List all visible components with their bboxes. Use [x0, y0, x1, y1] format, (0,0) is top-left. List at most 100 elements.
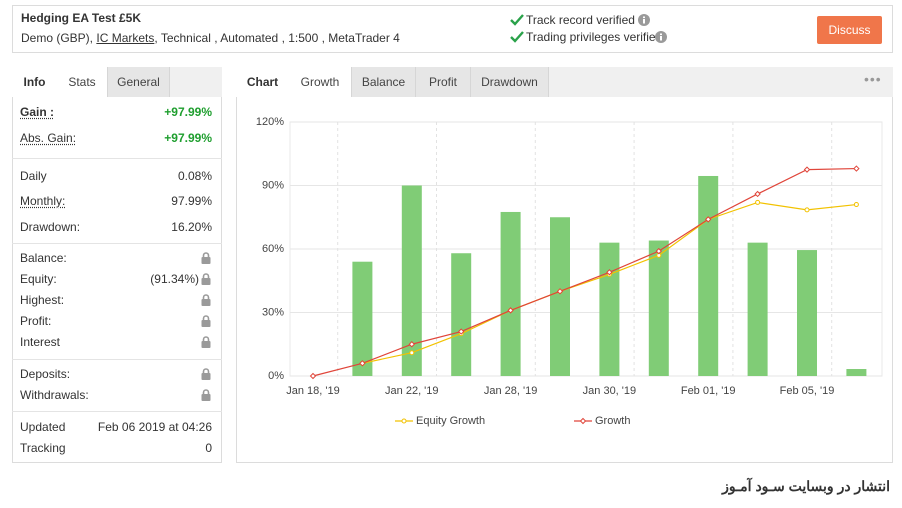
legend-marker — [579, 417, 587, 425]
marker — [804, 207, 810, 213]
tab[interactable]: Stats — [57, 67, 108, 97]
stat-value: +97.99% — [164, 105, 212, 119]
y-tick-label: 120% — [256, 116, 284, 128]
stat-row: Updated Feb 06 2019 at 04:26 — [12, 416, 222, 437]
check-mark — [510, 31, 524, 43]
chart-tabs: Chart Growth Balance Profit Drawdown — [236, 67, 893, 97]
stat-row: Profit: — [12, 310, 222, 331]
stat-label: Abs. Gain: — [20, 131, 77, 145]
marker — [803, 166, 811, 173]
info-glyph — [660, 33, 662, 36]
y-tick-label: 30% — [262, 306, 284, 318]
lock-shackle — [202, 314, 210, 320]
lock-body — [201, 298, 211, 306]
bar — [698, 175, 719, 376]
lock-icon — [201, 314, 211, 327]
stat-label: Deposits: — [20, 366, 71, 381]
check-icon — [510, 14, 524, 26]
stats-panel — [12, 67, 222, 463]
broker-link[interactable]: IC Markets — [96, 31, 155, 45]
bar — [747, 242, 768, 376]
tab[interactable]: Drawdown — [471, 67, 549, 97]
info-icon — [638, 14, 650, 26]
stat-label: Monthly: — [20, 194, 66, 209]
marker — [457, 328, 465, 335]
x-tick-label: Feb 01, '19 — [681, 385, 736, 397]
stat-label: Withdrawals: — [20, 387, 89, 402]
tab[interactable]: Growth — [289, 67, 352, 97]
stat-label: Interest — [20, 334, 61, 349]
marker — [704, 216, 712, 223]
info-glyph — [643, 19, 645, 24]
legend-label: Growth — [595, 415, 630, 427]
legend-label: Equity Growth — [416, 415, 485, 427]
lock-shackle — [202, 335, 210, 341]
panel-label: Chart — [236, 67, 289, 97]
stat-row: Interest — [12, 331, 222, 352]
stat-label: Updated — [20, 419, 66, 434]
stat-label: Daily — [20, 168, 47, 183]
stat-label: Profit: — [20, 313, 52, 328]
bar — [352, 261, 373, 376]
discuss-button[interactable]: Discuss — [817, 16, 882, 44]
marker — [507, 307, 514, 314]
stat-value: +97.99% — [164, 131, 212, 145]
stat-row: Withdrawals: — [12, 384, 222, 405]
subtitle-text: Demo (GBP), — [21, 31, 94, 45]
info-icon — [655, 31, 667, 43]
stats-tabs: Info Stats General — [12, 67, 222, 97]
more-menu[interactable]: ••• — [864, 71, 882, 87]
info-glyph — [660, 36, 662, 41]
stat-row: Monthly: 97.99% — [12, 189, 222, 215]
y-tick-label: 0% — [268, 370, 284, 382]
bar — [401, 185, 422, 376]
lock-icon — [201, 251, 211, 264]
stat-value: Feb 06 2019 at 04:26 — [97, 419, 212, 434]
marker — [754, 190, 761, 198]
lock-shackle — [202, 388, 210, 394]
stat-label: Drawdown: — [20, 219, 81, 234]
x-tick-label: Jan 30, '19 — [583, 385, 636, 397]
lock-icon — [201, 335, 211, 348]
marker — [556, 288, 564, 295]
x-tick-label: Jan 22, '19 — [385, 385, 438, 397]
separator — [12, 359, 222, 360]
lock-icon — [201, 367, 211, 380]
marker — [853, 202, 859, 208]
separator — [12, 411, 222, 412]
lock-shackle — [202, 272, 210, 278]
stat-label: Balance: — [20, 250, 67, 265]
watermark: انتشار در وبسایت سـود آمـوز — [722, 478, 890, 494]
stat-row: Highest: — [12, 289, 222, 310]
marker — [359, 360, 366, 367]
lock-body — [201, 256, 211, 264]
lock-icon — [201, 293, 211, 306]
stat-row: Daily 0.08% — [12, 163, 222, 189]
series-line — [312, 167, 857, 377]
tab[interactable]: Profit — [416, 67, 471, 97]
panel-label: Info — [12, 67, 57, 97]
check-icon — [510, 31, 524, 43]
stat-row: Tracking 0 — [12, 437, 222, 458]
marker — [853, 165, 860, 172]
stat-row: Deposits: — [12, 363, 222, 384]
separator — [12, 158, 222, 159]
lock-body — [201, 319, 211, 327]
lock-shackle — [202, 251, 210, 257]
y-tick-label: 90% — [262, 179, 284, 191]
tab[interactable]: General — [108, 67, 170, 97]
tab[interactable]: Balance — [352, 67, 416, 97]
subtitle-text: , Technical , Automated , 1:500 , MetaTr… — [154, 31, 400, 45]
stat-row: Gain : +97.99% — [12, 99, 222, 125]
lock-icon — [201, 388, 211, 401]
marker — [755, 199, 761, 205]
stat-value: 0 — [205, 440, 212, 455]
lock-body — [201, 277, 211, 285]
x-tick-label: Jan 28, '19 — [484, 385, 537, 397]
stat-value: 16.20% — [171, 219, 212, 234]
x-tick-label: Jan 18, '19 — [286, 385, 339, 397]
stat-label: Gain : — [20, 105, 55, 119]
account-subtitle: Demo (GBP), IC Markets, Technical , Auto… — [21, 31, 400, 45]
